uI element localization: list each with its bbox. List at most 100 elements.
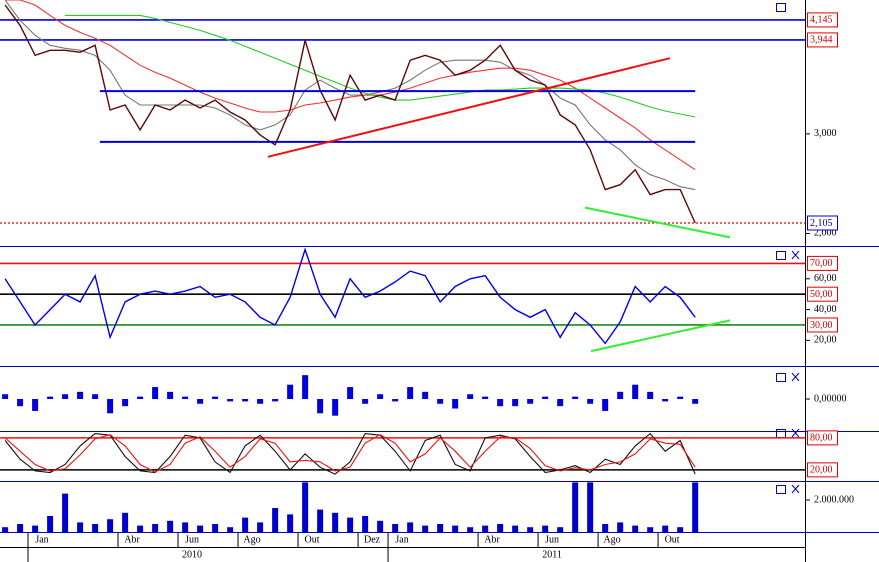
osc-bar (692, 399, 699, 404)
y-tick-label: 0,00000 (814, 393, 847, 404)
osc-bar (377, 394, 384, 399)
osc-bar (662, 399, 669, 402)
x-tick-label: Jun (185, 534, 199, 545)
level-box (807, 286, 838, 302)
trend-line (590, 319, 731, 353)
year-label: 2010 (182, 549, 202, 560)
x-tick-label: Jun (545, 534, 559, 545)
volume-bar (182, 522, 189, 532)
level-box (807, 462, 838, 478)
osc-bar (677, 396, 684, 399)
osc-bar (617, 391, 624, 399)
x-tick-label: Dez (364, 534, 381, 545)
rsi-axis: 60,00 40,00 20,00 70,00 50,00 30,00 (805, 255, 838, 346)
volume-bar (692, 482, 699, 532)
osc-bar (347, 387, 354, 399)
trend-line (267, 57, 671, 158)
maximize-button[interactable] (776, 373, 786, 382)
maximize-button[interactable] (776, 3, 786, 12)
price-panel (0, 0, 805, 239)
volume-bar (32, 525, 39, 532)
x-tick-label: Out (665, 534, 680, 545)
osc-bar (287, 384, 294, 399)
last-price-label: 2,105 (810, 218, 833, 229)
osc-bar (122, 399, 129, 407)
rsi-line (4, 248, 696, 345)
volume-bar (77, 522, 84, 532)
osc-bar (392, 399, 399, 402)
volume-bar (92, 524, 99, 532)
osc-bar (2, 394, 9, 399)
trend-line (584, 206, 731, 239)
level-box (807, 317, 838, 333)
x-tick-label: Jan (35, 534, 48, 545)
osc-bar (317, 399, 324, 414)
osc-bar (197, 399, 204, 404)
level-box (807, 32, 838, 48)
osc-bar (107, 399, 114, 414)
volume-bar (317, 509, 324, 532)
indicator-line (4, 434, 696, 473)
volume-bar (302, 482, 309, 532)
volume-bar (347, 517, 354, 532)
rsi-panel (0, 248, 805, 353)
volume-bar (227, 527, 234, 532)
volume-bar (677, 527, 684, 532)
volume-bar (362, 516, 369, 532)
level-label: 80,00 (810, 433, 833, 444)
osc-bar (587, 399, 594, 404)
volume-bar (332, 512, 339, 532)
osc-bar (302, 375, 309, 399)
close-button[interactable] (791, 250, 800, 260)
x-tick-label: Ago (243, 534, 260, 545)
panel-controls (776, 3, 800, 494)
osc-bar (647, 391, 654, 399)
volume-bar (602, 524, 609, 532)
volume-bar (557, 527, 564, 532)
close-button[interactable] (791, 484, 800, 494)
volume-bar (197, 525, 204, 532)
osc-bar (632, 384, 639, 399)
maximize-button[interactable] (776, 485, 786, 494)
stoch-panel (0, 432, 805, 475)
close-button[interactable] (791, 428, 800, 438)
osc-bar (452, 399, 459, 409)
volume-bar (17, 524, 24, 532)
volume-bar (62, 493, 69, 532)
maximize-button[interactable] (776, 251, 786, 260)
level-label: 3,944 (810, 35, 833, 46)
last-price-box (807, 215, 838, 231)
volume-bar (632, 525, 639, 532)
stoch-axis: 80,00 20,00 (807, 430, 838, 478)
volume-bar (647, 527, 654, 532)
osc-bar (32, 399, 39, 411)
osc-bar (257, 399, 264, 404)
osc-bar (437, 399, 444, 404)
osc-bar (167, 391, 174, 399)
osc-bar (212, 396, 219, 399)
x-tick-label: Ago (603, 534, 620, 545)
level-box (807, 255, 838, 271)
osc-bar (467, 394, 474, 399)
level-box (807, 430, 838, 446)
osc-bar (137, 396, 144, 399)
y-tick-label: 40,00 (814, 304, 837, 315)
close-button[interactable] (791, 372, 800, 382)
osc-bar (362, 399, 369, 404)
y-tick-label: 60,00 (814, 273, 837, 284)
x-tick-label: Abr (484, 534, 500, 545)
osc-bar (272, 399, 279, 402)
osc-bar (47, 396, 54, 399)
volume-bar (437, 524, 444, 532)
osc-bar (92, 394, 99, 399)
volume-bar (287, 514, 294, 532)
volume-bar (527, 527, 534, 532)
osc-bar (242, 399, 249, 402)
price-line (4, 4, 696, 224)
volume-bar (587, 482, 594, 532)
level-label: 30,00 (810, 320, 833, 331)
osc-bar (422, 391, 429, 399)
x-tick-label: Abr (124, 534, 140, 545)
